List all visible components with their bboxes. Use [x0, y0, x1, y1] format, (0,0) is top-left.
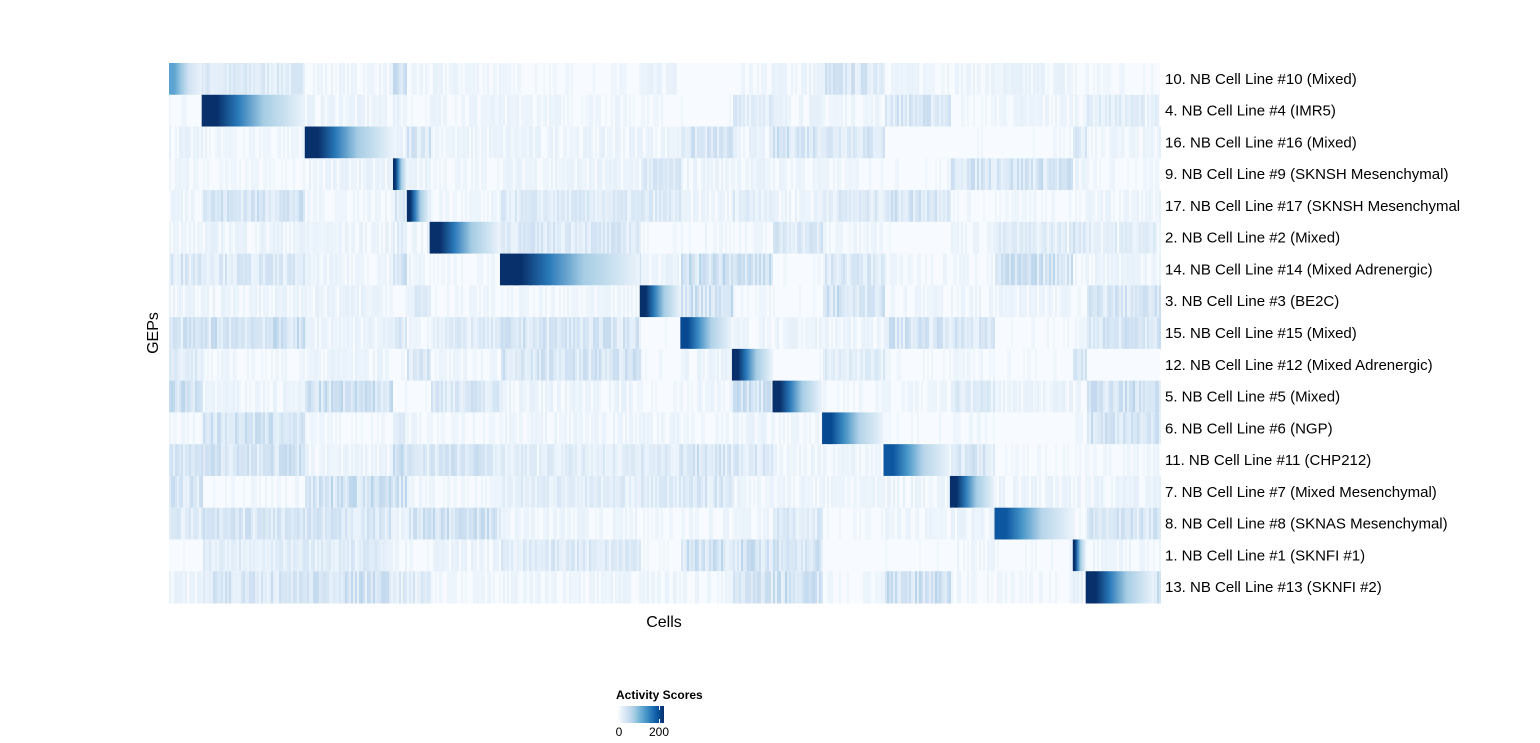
gep-activity-block: [499, 253, 640, 286]
row-label: 1. NB Cell Line #1 (SKNFI #1): [1165, 547, 1365, 564]
gep-activity-block: [822, 412, 884, 445]
gep-activity-block: [392, 158, 407, 191]
row-labels: 10. NB Cell Line #10 (Mixed) 4. NB Cell L…: [1165, 71, 1460, 596]
gep-activity-block: [731, 348, 773, 382]
row-background-noise: [169, 317, 1161, 350]
heatmap-row: [169, 507, 1161, 540]
legend-colorbar: [618, 706, 664, 723]
heatmap-row: [169, 221, 1161, 255]
heatmap-row: [169, 190, 1161, 223]
gep-activity-block: [680, 317, 732, 350]
row-label: 3. NB Cell Line #3 (BE2C): [1165, 293, 1339, 310]
gep-activity-block: [429, 221, 500, 255]
row-label: 4. NB Cell Line #4 (IMR5): [1165, 103, 1336, 120]
heatmap-row: [169, 571, 1161, 604]
row-background: [169, 94, 1160, 128]
y-axis-label: GEPs: [145, 312, 162, 354]
row-label: 12. NB Cell Line #12 (Mixed Adrenergic): [1165, 357, 1433, 374]
row-label: 5. NB Cell Line #5 (Mixed): [1165, 389, 1340, 406]
row-background-noise: [169, 475, 1161, 509]
legend-tick-label-min: 0: [616, 725, 623, 739]
row-background-noise: [169, 126, 1161, 159]
row-label: 10. NB Cell Line #10 (Mixed): [1165, 71, 1357, 88]
row-background-noise: [169, 253, 1161, 286]
heatmap-row: [169, 285, 1161, 318]
row-label: 6. NB Cell Line #6 (NGP): [1165, 420, 1333, 437]
gep-activity-block: [772, 380, 823, 413]
row-background-noise: [169, 507, 1161, 540]
gep-activity-block: [406, 190, 430, 223]
heatmap-row: [169, 380, 1161, 413]
row-label: 15. NB Cell Line #15 (Mixed): [1165, 325, 1357, 342]
heatmap-row: [169, 539, 1161, 572]
gep-activity-block: [1072, 539, 1086, 572]
gep-activity-block: [883, 444, 950, 477]
row-label: 16. NB Cell Line #16 (Mixed): [1165, 134, 1357, 151]
heatmap-row: [169, 158, 1160, 191]
row-background-noise: [169, 412, 1161, 445]
row-label: 17. NB Cell Line #17 (SKNSH Mesenchymal: [1165, 198, 1460, 215]
row-background-noise: [169, 158, 1159, 191]
row-background-noise: [169, 444, 1159, 477]
heatmap-row: [169, 94, 1160, 128]
gep-activity-block: [949, 475, 995, 509]
gep-activity-block: [1085, 571, 1155, 604]
gep-activity-block: [639, 285, 681, 318]
gep-activity-block: [994, 507, 1073, 540]
row-background-noise: [169, 380, 1161, 413]
row-label: 7. NB Cell Line #7 (Mixed Mesenchymal): [1165, 484, 1437, 501]
row-label: 14. NB Cell Line #14 (Mixed Adrenergic): [1165, 261, 1433, 278]
legend-title: Activity Scores: [616, 688, 703, 702]
row-background-noise: [169, 63, 1153, 96]
row-label: 9. NB Cell Line #9 (SKNSH Mesenchymal): [1165, 166, 1448, 183]
gep-activity-block: [304, 126, 393, 159]
gep-activity-block: [169, 63, 202, 96]
heatmap-row: [169, 317, 1161, 350]
row-label: 11. NB Cell Line #11 (CHP212): [1165, 452, 1371, 469]
row-background-noise: [169, 285, 1161, 318]
gep-activity-block: [201, 94, 305, 128]
heatmap-row: [169, 253, 1161, 286]
row-label: 8. NB Cell Line #8 (SKNAS Mesenchymal): [1165, 516, 1448, 533]
x-axis-label: Cells: [646, 614, 682, 631]
heatmap-row: [169, 412, 1161, 445]
heatmap-row: [169, 444, 1160, 477]
row-background-noise: [183, 539, 1161, 572]
heatmap-row: [169, 63, 1160, 96]
heatmap-cells: [169, 63, 1161, 604]
heatmap-row: [169, 126, 1161, 159]
row-background-noise: [171, 190, 1161, 223]
heatmap-row: [169, 348, 1160, 382]
row-background-noise: [169, 348, 1087, 382]
legend-tick-label-max: 200: [649, 725, 669, 739]
row-label: 13. NB Cell Line #13 (SKNFI #2): [1165, 579, 1382, 596]
row-label: 2. NB Cell Line #2 (Mixed): [1165, 230, 1340, 247]
heatmap-row: [169, 475, 1161, 509]
row-background-noise: [169, 571, 1161, 604]
legend: Activity Scores 0 200: [616, 688, 703, 739]
